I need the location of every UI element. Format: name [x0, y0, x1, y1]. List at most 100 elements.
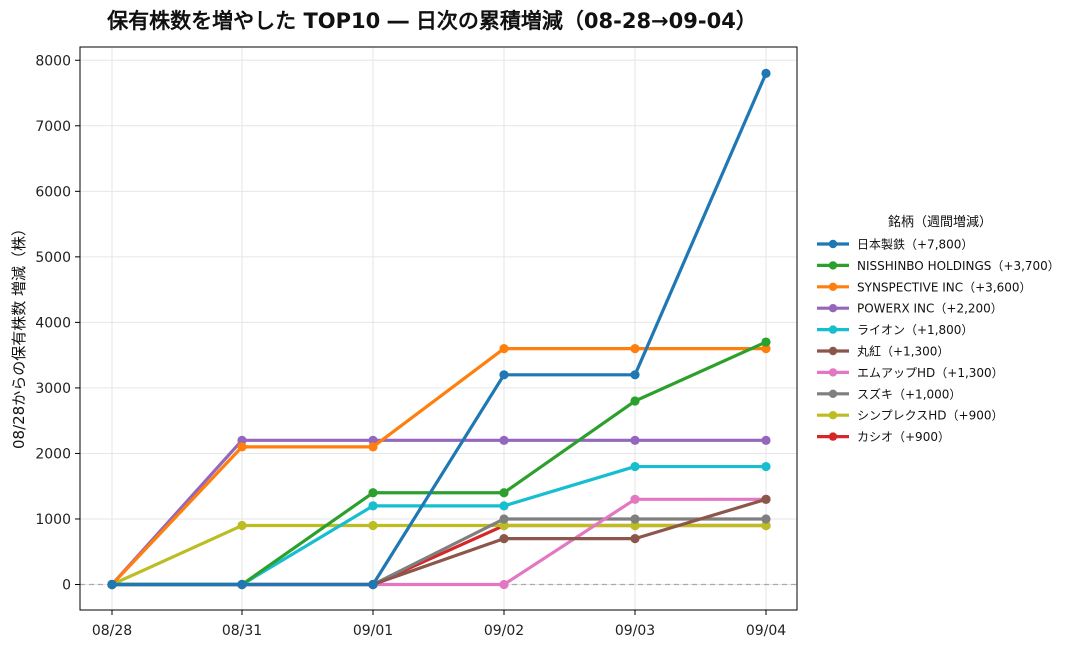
series-point: [761, 337, 771, 347]
legend-label: NISSHINBO HOLDINGS（+3,700）: [857, 259, 1060, 273]
series-point: [761, 494, 771, 504]
x-tick-label: 09/01: [353, 623, 393, 639]
series-point: [499, 501, 509, 511]
legend-item: カシオ（+900）: [817, 430, 950, 444]
series-group: [107, 520, 771, 590]
y-tick-label: 5000: [35, 250, 71, 266]
legend-label: カシオ（+900）: [857, 430, 950, 444]
series-point: [499, 514, 509, 524]
series-point: [237, 435, 247, 445]
x-tick-label: 08/31: [222, 623, 262, 639]
chart-title: 保有株数を増やした TOP10 ― 日次の累積増減（08-28→09-04）: [106, 9, 757, 33]
series-point: [368, 442, 378, 452]
legend-label: POWERX INC（+2,200）: [857, 302, 1003, 316]
axes-layer: 0 1000 2000 3000 4000 5000 6000 7000 8000 08/28 08…: [35, 46, 798, 639]
legend-item: スズキ（+1,000）: [817, 386, 961, 401]
plot-frame: [79, 46, 798, 611]
series-line: [110, 497, 768, 587]
series-point: [237, 520, 247, 531]
y-tick-label: 0: [62, 578, 71, 594]
series-point: [761, 461, 771, 472]
legend-label: SYNSPECTIVE INC（+3,600）: [857, 280, 1032, 294]
legend-swatch-marker: [828, 368, 838, 377]
legend-label: 日本製鉄（+7,800）: [857, 237, 973, 252]
series-group: [107, 435, 771, 590]
series-point: [630, 343, 640, 354]
legend-item: POWERX INC（+2,200）: [817, 302, 1003, 316]
series-point: [368, 520, 378, 531]
series-point: [630, 520, 640, 531]
series-line: [110, 438, 768, 587]
y-tick-label: 6000: [35, 184, 71, 200]
series-point: [499, 534, 509, 544]
series-point: [630, 494, 640, 504]
series-point: [630, 514, 640, 524]
series-point: [368, 488, 378, 498]
legend-label: 丸紅（+1,300）: [857, 345, 949, 359]
series-point: [499, 435, 509, 445]
series-point: [630, 370, 640, 380]
series-point: [761, 514, 771, 524]
x-tick-label: 09/03: [615, 623, 655, 639]
series-group: [107, 68, 771, 590]
series-line: [110, 340, 768, 587]
series-group: [107, 520, 771, 590]
legend-swatch-marker: [828, 389, 838, 398]
series-point: [499, 370, 509, 380]
series-point: [237, 579, 247, 590]
series-point: [630, 534, 640, 544]
series-point: [630, 396, 640, 406]
series-point: [368, 579, 378, 590]
y-tick-label: 2000: [35, 446, 71, 462]
y-tick-label: 7000: [35, 119, 71, 135]
series-point: [499, 488, 509, 498]
legend-swatch-marker: [828, 304, 838, 313]
series-point: [368, 435, 378, 445]
series-line: [110, 523, 768, 587]
series-line: [110, 346, 768, 587]
series-layer: [107, 68, 771, 590]
series-point: [499, 520, 509, 531]
series-line: [110, 523, 768, 587]
legend-title: 銘柄（週間増減）: [888, 214, 992, 230]
series-point: [107, 579, 117, 590]
legend-swatch-marker: [828, 282, 838, 291]
series-point: [761, 520, 771, 531]
legend-swatch-marker: [828, 239, 838, 249]
series-point: [499, 579, 509, 590]
x-tick-label: 09/04: [746, 623, 786, 639]
legend-swatch-marker: [828, 432, 838, 441]
legend-item: シンプレクスHD（+900）: [817, 409, 1004, 423]
legend-item: ライオン（+1,800）: [817, 323, 973, 337]
legend-swatch-marker: [828, 261, 838, 270]
y-tick-label: 3000: [35, 381, 71, 397]
legend-label: シンプレクスHD（+900）: [857, 409, 1004, 423]
y-tick-label: 1000: [35, 512, 71, 528]
y-axis-label: 08/28からの保有株数 増減（株）: [10, 221, 28, 449]
y-tick-label: 8000: [35, 53, 71, 69]
legend-swatch-marker: [828, 325, 838, 334]
legend: 銘柄（週間増減） 日本製鉄（+7,800） NISSHINBO HOLDINGS（…: [817, 214, 1060, 444]
legend-item: NISSHINBO HOLDINGS（+3,700）: [817, 259, 1060, 273]
legend-item: SYNSPECTIVE INC（+3,600）: [817, 280, 1032, 294]
series-line: [110, 497, 768, 587]
legend-swatch-marker: [828, 411, 838, 420]
legend-item: 丸紅（+1,300）: [817, 345, 949, 359]
series-point: [630, 435, 640, 445]
series-point: [368, 501, 378, 511]
series-point: [761, 343, 771, 354]
x-tick-label: 08/28: [92, 623, 132, 639]
legend-label: エムアップHD（+1,300）: [857, 366, 1004, 380]
legend-label: スズキ（+1,000）: [857, 386, 961, 401]
legend-item: 日本製鉄（+7,800）: [817, 237, 973, 252]
legend-swatch-marker: [828, 346, 838, 356]
y-tick-label: 4000: [35, 315, 71, 331]
series-point: [499, 343, 509, 354]
series-point: [761, 68, 771, 78]
series-point: [630, 461, 640, 472]
series-point: [237, 442, 247, 452]
series-point: [761, 435, 771, 445]
x-tick-label: 09/02: [484, 623, 524, 639]
